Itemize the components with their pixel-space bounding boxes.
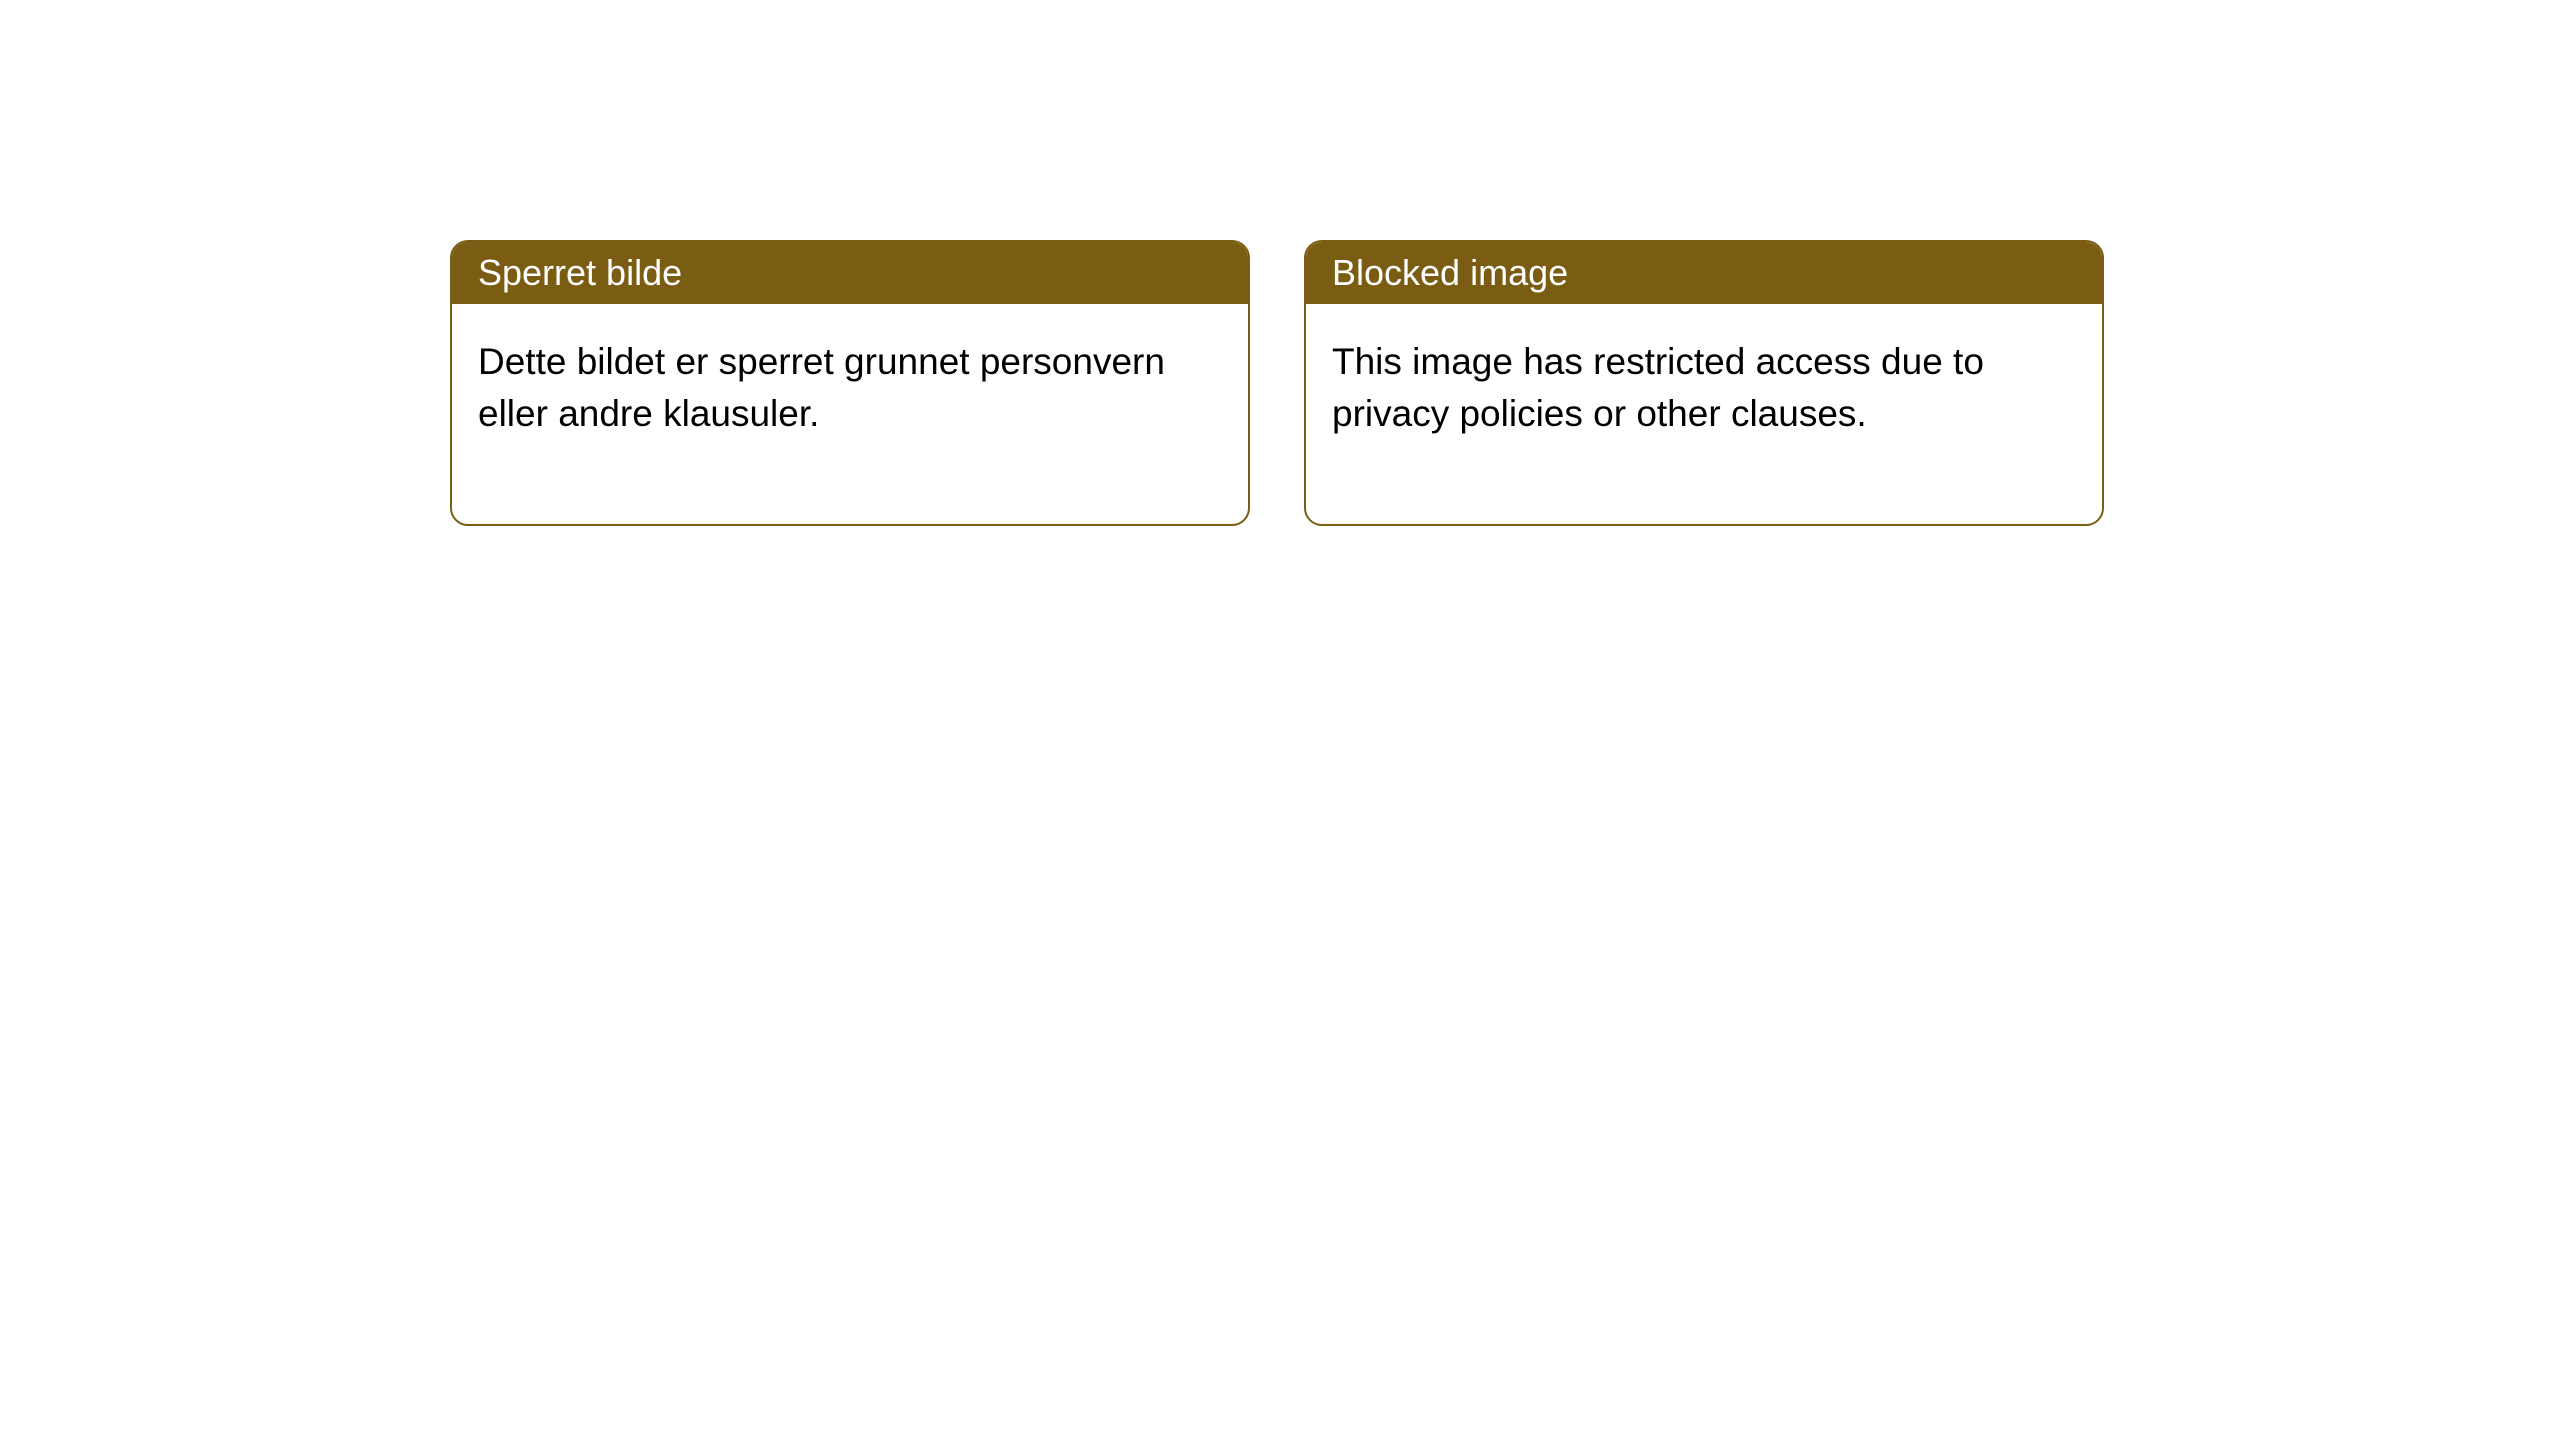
notice-body: Dette bildet er sperret grunnet personve… — [452, 304, 1248, 524]
notice-header: Sperret bilde — [452, 242, 1248, 304]
notice-card-norwegian: Sperret bilde Dette bildet er sperret gr… — [450, 240, 1250, 526]
notice-body: This image has restricted access due to … — [1306, 304, 2102, 524]
notice-body-text: Dette bildet er sperret grunnet personve… — [478, 341, 1165, 434]
notice-header: Blocked image — [1306, 242, 2102, 304]
notice-title: Blocked image — [1332, 252, 1568, 293]
notice-title: Sperret bilde — [478, 252, 682, 293]
notice-body-text: This image has restricted access due to … — [1332, 341, 1984, 434]
notice-container: Sperret bilde Dette bildet er sperret gr… — [450, 240, 2104, 526]
notice-card-english: Blocked image This image has restricted … — [1304, 240, 2104, 526]
